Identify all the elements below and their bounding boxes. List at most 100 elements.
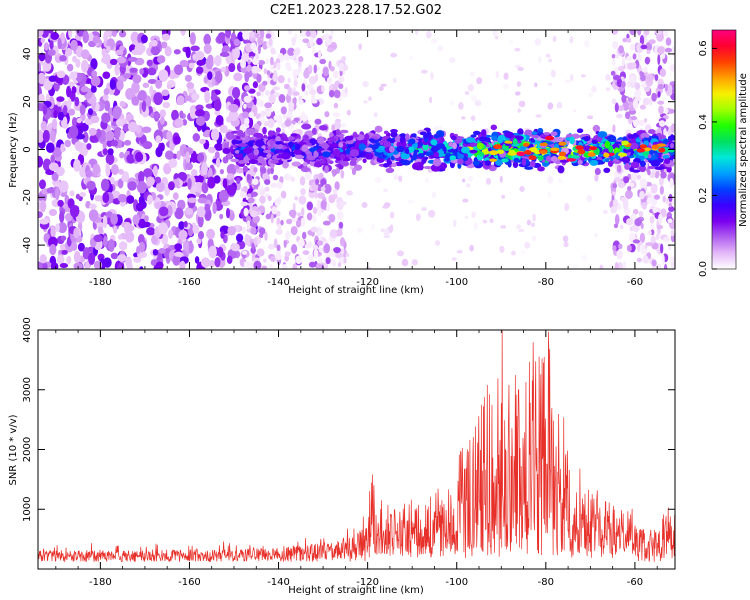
heatmap-cell (499, 245, 505, 253)
heatmap-cell (605, 158, 610, 163)
heatmap-cell (132, 214, 140, 225)
heatmap-cell (67, 98, 72, 108)
heatmap-cell (268, 243, 275, 250)
heatmap-cell (430, 72, 434, 80)
heatmap-cell (286, 65, 292, 72)
x-tick-label: -60 (627, 577, 643, 588)
heatmap-cell (470, 94, 478, 102)
heatmap-cell (423, 165, 433, 170)
spectrogram-axes: -180 -160 -140 -120 -100 -80 -60 -40 -20 0 20 40 (22, 30, 675, 288)
heatmap-cell (321, 151, 331, 158)
heatmap-cell (80, 122, 89, 132)
heatmap-cell (250, 42, 257, 50)
heatmap-cell (46, 187, 55, 194)
heatmap-cell (622, 37, 628, 43)
heatmap-cell (264, 90, 270, 96)
heatmap-cell (627, 185, 632, 192)
heatmap-cell (333, 121, 342, 131)
heatmap-cell (317, 240, 323, 246)
heatmap-cell (621, 94, 627, 103)
heatmap-cell (146, 176, 155, 187)
heatmap-cell (661, 254, 665, 266)
heatmap-cell (340, 122, 347, 128)
heatmap-cell (270, 56, 274, 66)
heatmap-cell (618, 45, 624, 54)
heatmap-cell (461, 178, 466, 183)
heatmap-cell (626, 55, 633, 62)
heatmap-cell (433, 151, 439, 158)
heatmap-cell (189, 32, 196, 45)
heatmap-cell (250, 227, 257, 235)
heatmap-cell (127, 121, 138, 133)
heatmap-cell (118, 241, 128, 251)
heatmap-cell (390, 131, 398, 138)
heatmap-cell (272, 174, 279, 181)
heatmap-cell (558, 151, 567, 157)
heatmap-cell (647, 165, 656, 170)
heatmap-cell (95, 128, 102, 139)
heatmap-cell (344, 135, 354, 141)
heatmap-cell (671, 83, 675, 95)
heatmap-cell (274, 253, 283, 261)
heatmap-cell (92, 163, 101, 176)
heatmap-cell (339, 237, 346, 247)
heatmap-cell (294, 154, 305, 160)
heatmap-cell (646, 197, 654, 204)
heatmap-cell (187, 197, 197, 204)
heatmap-cell (524, 166, 534, 170)
heatmap-cell (612, 191, 617, 196)
heatmap-cell (658, 105, 664, 115)
heatmap-cell (495, 159, 503, 166)
heatmap-cell (176, 150, 181, 161)
heatmap-cell (146, 194, 153, 205)
heatmap-cell (147, 78, 157, 85)
heatmap-cell (333, 246, 341, 254)
heatmap-cell (627, 134, 635, 139)
heatmap-cell (50, 130, 56, 143)
heatmap-cell (538, 56, 542, 64)
heatmap-cell (312, 47, 316, 56)
heatmap-cell (383, 141, 392, 147)
heatmap-cell (270, 182, 278, 188)
heatmap-cell (517, 108, 521, 113)
heatmap-cell (610, 206, 617, 214)
heatmap-cell (197, 214, 204, 228)
heatmap-cell (328, 194, 336, 204)
heatmap-cell (383, 162, 389, 168)
heatmap-cell (154, 176, 162, 184)
heatmap-cell (547, 82, 553, 86)
heatmap-cell (271, 31, 275, 40)
heatmap-cell (220, 230, 225, 239)
heatmap-cell (583, 39, 590, 48)
heatmap-cell (649, 215, 655, 224)
heatmap-cell (60, 235, 67, 241)
heatmap-cell (503, 72, 509, 80)
heatmap-cell (102, 53, 111, 65)
heatmap-cell (117, 168, 124, 175)
heatmap-cell (188, 62, 195, 69)
x-tick-label: -80 (538, 577, 554, 588)
heatmap-cell (48, 208, 58, 217)
heatmap-cell (104, 100, 111, 112)
heatmap-cell (234, 164, 240, 170)
heatmap-cell (106, 45, 111, 53)
heatmap-cell (137, 90, 147, 101)
heatmap-cell (605, 74, 611, 81)
colorbar: 0.0 0.2 0.4 0.6 Normalized spectral amplitu… (698, 29, 749, 277)
heatmap-cell (195, 116, 206, 126)
heatmap-cell (285, 218, 293, 225)
heatmap-cell (256, 73, 262, 83)
heatmap-cell (328, 89, 335, 98)
heatmap-cell (564, 79, 571, 84)
heatmap-cell (90, 115, 100, 124)
heatmap-cell (530, 222, 536, 228)
heatmap-cell (557, 155, 567, 160)
heatmap-cell (450, 135, 457, 141)
x-tick-label: -140 (267, 277, 290, 288)
heatmap-cell (309, 30, 317, 39)
heatmap-cell (468, 175, 474, 182)
heatmap-cell (57, 37, 62, 50)
heatmap-cell (294, 143, 301, 151)
heatmap-cell (204, 90, 211, 104)
heatmap-cell (242, 30, 250, 40)
